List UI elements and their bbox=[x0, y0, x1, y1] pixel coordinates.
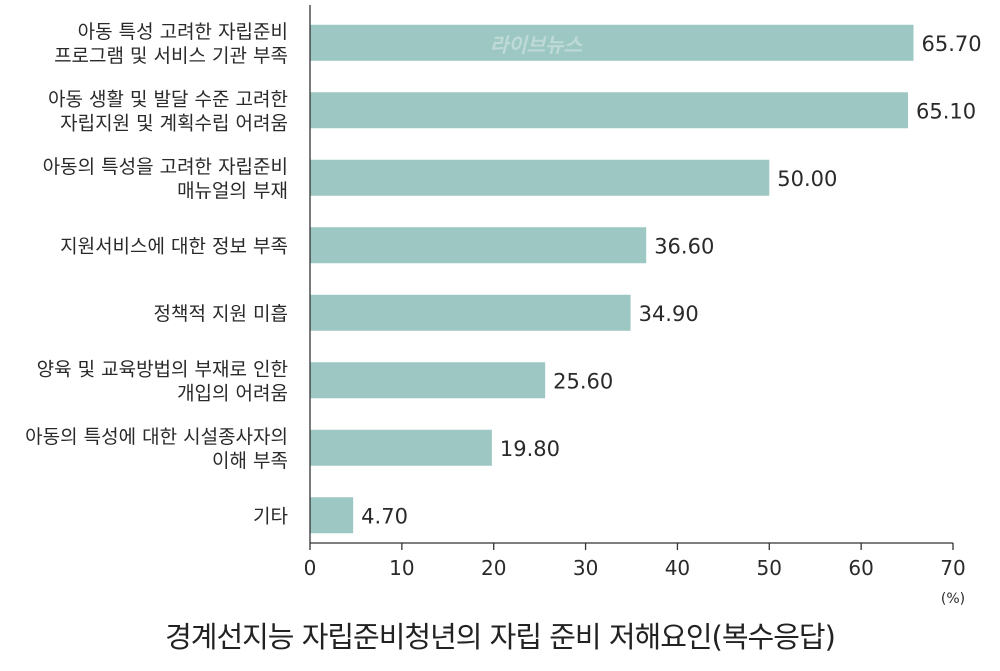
x-tick-label: 0 bbox=[304, 556, 317, 580]
bar bbox=[310, 92, 908, 129]
category-label: 양육 및 교육방법의 부재로 인한 bbox=[37, 358, 288, 380]
category-label: 지원서비스에 대한 정보 부족 bbox=[60, 235, 288, 257]
bar bbox=[310, 429, 492, 466]
data-label: 34.90 bbox=[639, 302, 699, 326]
data-label: 50.00 bbox=[777, 167, 837, 191]
category-label: 이해 부족 bbox=[212, 450, 288, 472]
x-tick-label: 30 bbox=[573, 556, 598, 580]
category-label: 아동의 특성을 고려한 자립준비 bbox=[43, 156, 288, 178]
data-label: 25.60 bbox=[553, 369, 613, 393]
bars-layer: 65.70 65.10 50.00 36.60 34.90 25.60 19.80 4.70 라… bbox=[310, 24, 982, 534]
data-label: 36.60 bbox=[654, 234, 714, 258]
bar bbox=[310, 497, 354, 534]
x-tick-label: 50 bbox=[757, 556, 782, 580]
bar bbox=[310, 24, 914, 61]
x-tick-label: 70 bbox=[940, 556, 965, 580]
category-label: 정책적 지원 미흡 bbox=[154, 303, 288, 325]
watermark: 라이브뉴스 bbox=[490, 33, 584, 57]
category-label: 아동 생활 및 발달 수준 고려한 bbox=[48, 88, 288, 110]
x-tick-label: 40 bbox=[665, 556, 690, 580]
category-label: 아동 특성 고려한 자립준비 bbox=[78, 21, 288, 43]
category-label: 기타 bbox=[253, 505, 288, 527]
category-label: 개입의 어려움 bbox=[177, 382, 288, 404]
chart-title: 경계선지능 자립준비청년의 자립 준비 저해요인(복수응답) bbox=[165, 620, 836, 654]
unit-label: (%) bbox=[941, 591, 965, 607]
category-label: 자립지원 및 계획수립 어려움 bbox=[60, 112, 288, 134]
category-label: 매뉴얼의 부재 bbox=[177, 180, 288, 202]
x-tick-label: 10 bbox=[389, 556, 414, 580]
x-tick-label: 20 bbox=[481, 556, 506, 580]
data-label: 19.80 bbox=[500, 437, 560, 461]
bar bbox=[310, 294, 631, 331]
data-label: 65.10 bbox=[916, 99, 976, 123]
bar bbox=[310, 362, 546, 399]
data-label: 65.70 bbox=[922, 32, 982, 56]
x-tick-label: 60 bbox=[848, 556, 873, 580]
category-label: 프로그램 및 서비스 기관 부족 bbox=[54, 45, 288, 67]
category-label: 아동의 특성에 대한 시설종사자의 bbox=[25, 426, 288, 448]
bar bbox=[310, 227, 647, 264]
x-axis: 0 10 20 30 40 50 60 70 (%) bbox=[304, 5, 966, 607]
bar bbox=[310, 159, 770, 196]
data-label: 4.70 bbox=[361, 504, 408, 528]
